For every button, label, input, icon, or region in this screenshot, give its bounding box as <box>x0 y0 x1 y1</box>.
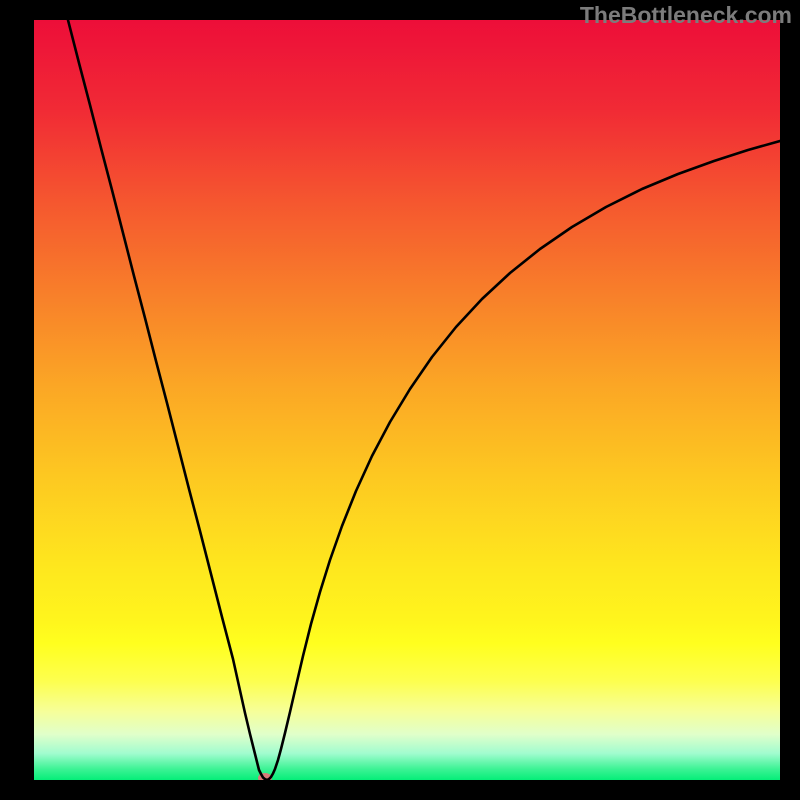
watermark: TheBottleneck.com <box>580 2 792 29</box>
plot-area <box>34 20 780 780</box>
curve-left <box>68 20 267 780</box>
frame-bottom <box>0 780 800 800</box>
curve-svg <box>34 20 780 780</box>
curve-right <box>267 141 780 780</box>
frame-right <box>780 0 800 800</box>
canvas: TheBottleneck.com <box>0 0 800 800</box>
frame-left <box>0 0 34 800</box>
